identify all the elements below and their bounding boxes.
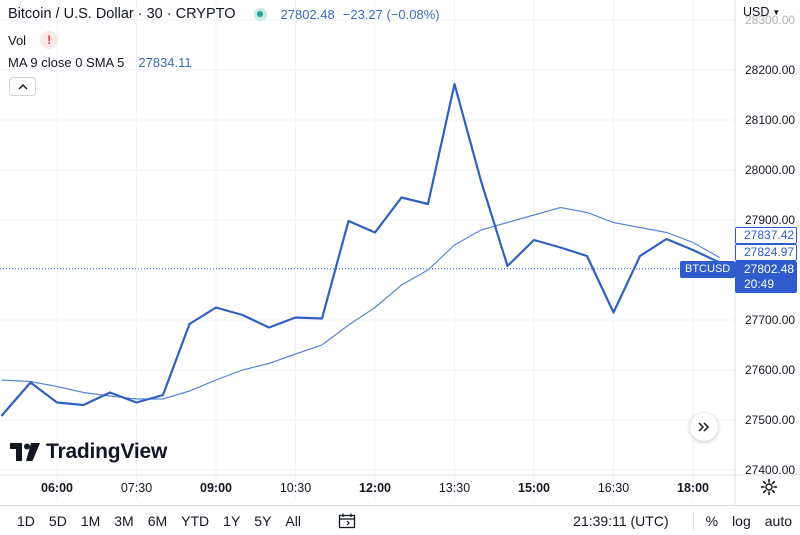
price-tick-label: 27500.00 <box>745 413 795 427</box>
price-tag-mid: 27824.97 <box>735 244 797 261</box>
calendar-icon[interactable] <box>338 513 356 529</box>
price-tick-label: 28100.00 <box>745 113 795 127</box>
warning-icon[interactable]: ! <box>40 31 59 49</box>
currency-label: USD <box>743 5 770 19</box>
range-3m[interactable]: 3M <box>114 512 134 529</box>
bar-countdown: 20:49 <box>735 276 797 293</box>
log-scale-toggle[interactable]: log <box>732 512 751 529</box>
time-tick-label: 16:30 <box>598 481 629 495</box>
last-price-value: 27802.48 <box>280 6 335 22</box>
price-tick-label: 27900.00 <box>745 213 795 227</box>
gear-icon[interactable] <box>760 478 778 496</box>
time-tick-label: 12:00 <box>359 481 391 495</box>
price-tick-label: 27400.00 <box>745 463 795 477</box>
time-tick-label: 15:00 <box>518 481 550 495</box>
range-1m[interactable]: 1M <box>80 512 101 529</box>
vol-label[interactable]: Vol <box>8 32 27 48</box>
chart-canvas[interactable]: 28300.00 28200.00 28100.00 28000.00 27900.00… <box>0 0 800 505</box>
legend-vol-row: Vol ! <box>8 31 59 49</box>
time-tick-label: 09:00 <box>200 481 232 495</box>
price-change-value: −23.27 (−0.08%) <box>342 6 440 22</box>
percent-scale-toggle[interactable]: % <box>705 512 719 529</box>
time-tick-label: 06:00 <box>41 481 73 495</box>
price-tick-label: 28200.00 <box>745 63 795 77</box>
range-1d[interactable]: 1D <box>17 512 35 529</box>
caret-down-icon: ▼ <box>772 8 781 17</box>
tradingview-logo[interactable]: TradingView <box>10 440 167 464</box>
price-tick-label: 28000.00 <box>745 163 795 177</box>
price-tag-high: 27837.42 <box>735 227 797 244</box>
tradingview-logo-icon <box>10 443 40 461</box>
time-tick-label: 18:00 <box>677 481 709 495</box>
collapse-legend-button[interactable] <box>9 77 36 96</box>
grid-lines <box>0 0 800 505</box>
time-tick-label: 10:30 <box>280 481 311 495</box>
price-tick-label: 28300.00 <box>745 13 795 27</box>
toolbar-separator <box>692 511 694 530</box>
time-axis-ticks: 06:00 07:30 09:00 10:30 12:00 13:30 15:00 16:30… <box>41 481 709 495</box>
time-tick-label: 07:30 <box>121 481 152 495</box>
auto-scale-toggle[interactable]: auto <box>764 512 792 529</box>
range-5y[interactable]: 5Y <box>254 512 272 529</box>
price-tag-last: 27802.48 <box>735 261 797 278</box>
bottom-toolbar: 1D 5D 1M 3M 6M YTD 1Y 5Y All 21:39:11 (U… <box>0 505 800 535</box>
ma-label[interactable]: MA 9 close 0 SMA 5 <box>8 55 125 70</box>
ma-value: 27834.11 <box>138 55 192 70</box>
range-ytd[interactable]: YTD <box>181 512 210 529</box>
currency-selector[interactable]: USD ▼ <box>743 5 780 19</box>
scroll-to-realtime-button[interactable] <box>690 413 718 441</box>
legend-ma-row: MA 9 close 0 SMA 5 27834.11 <box>8 55 192 70</box>
price-series-line <box>0 82 720 417</box>
price-tick-label: 27600.00 <box>745 363 795 377</box>
double-chevron-right-icon <box>698 422 710 432</box>
range-all[interactable]: All <box>285 512 301 529</box>
range-6m[interactable]: 6M <box>147 512 168 529</box>
market-open-icon <box>253 7 267 21</box>
symbol-tag: BTCUSD <box>680 261 736 278</box>
time-tick-label: 13:30 <box>439 481 470 495</box>
logo-text: TradingView <box>46 440 168 463</box>
range-1y[interactable]: 1Y <box>223 512 241 529</box>
price-tick-label: 27700.00 <box>745 313 795 327</box>
utc-clock[interactable]: 21:39:11 (UTC) <box>573 512 669 529</box>
symbol-title[interactable]: Bitcoin / U.S. Dollar · 30 · CRYPTO <box>8 6 236 22</box>
chevron-up-icon <box>18 83 27 89</box>
legend-symbol-row: Bitcoin / U.S. Dollar · 30 · CRYPTO 2780… <box>8 6 440 22</box>
range-5d[interactable]: 5D <box>48 512 67 529</box>
